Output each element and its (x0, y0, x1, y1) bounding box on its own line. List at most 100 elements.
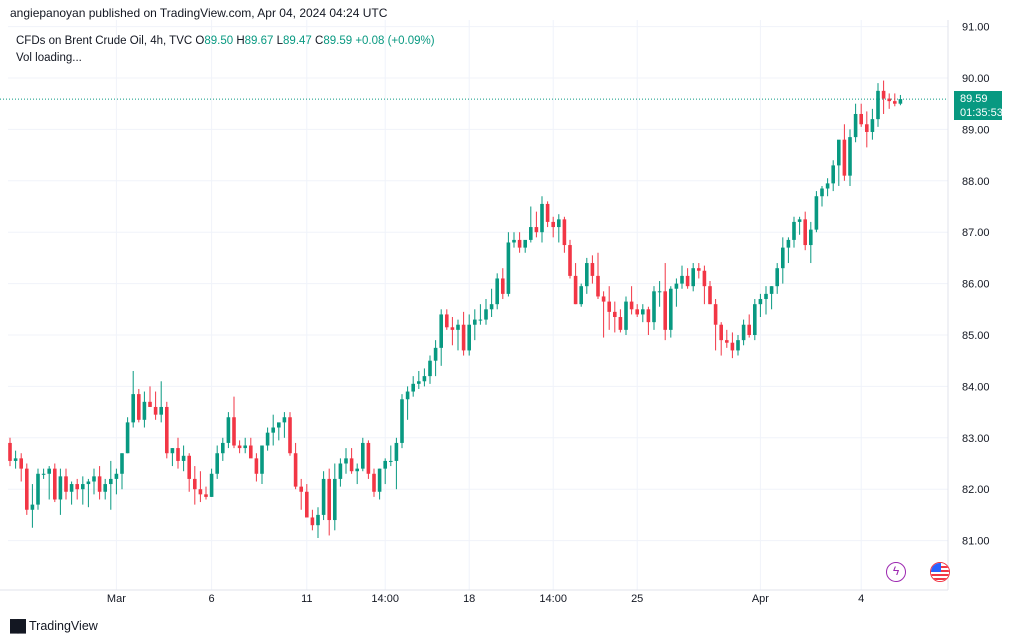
candle-body (618, 317, 623, 330)
candle-body (165, 406, 169, 454)
candle (321, 471, 326, 521)
candle-body (92, 476, 96, 482)
candle (137, 388, 141, 423)
candle (422, 368, 427, 387)
candle (517, 232, 522, 253)
candle-body (445, 314, 449, 328)
candle (685, 268, 690, 289)
candle (792, 216, 796, 248)
candle-body (142, 401, 147, 420)
candle (697, 263, 701, 279)
candle (92, 468, 96, 495)
candle (786, 237, 791, 264)
candle-body (825, 183, 830, 189)
candle (103, 478, 107, 500)
legend: CFDs on Brent Crude Oil, 4h, TVC O89.50 … (16, 33, 435, 67)
candle-body (725, 340, 729, 343)
candle-body (876, 90, 880, 120)
candle-body (338, 463, 343, 479)
candle (181, 445, 186, 472)
candle (338, 458, 343, 487)
candle (629, 286, 634, 315)
candle (445, 309, 449, 330)
candle-body (25, 468, 29, 510)
candle (881, 80, 886, 114)
candle-body (540, 203, 544, 233)
candle-body (635, 309, 639, 315)
candle-body (708, 286, 712, 305)
candle-body (629, 301, 634, 310)
candle-body (736, 340, 740, 351)
candle-body (893, 101, 897, 104)
candle-body (422, 376, 427, 382)
candle (333, 463, 337, 531)
candle (870, 108, 875, 140)
candle-body (36, 473, 40, 505)
footer-brand[interactable]: ██ TradingView (10, 619, 98, 633)
high-label: H (236, 35, 245, 47)
lightning-icon[interactable]: ϟ (886, 562, 906, 582)
candle (355, 463, 359, 485)
candle (506, 232, 511, 297)
candle (562, 216, 567, 253)
candle (405, 386, 410, 420)
candle (81, 476, 85, 505)
candle-body (30, 504, 35, 510)
candle (646, 306, 651, 335)
y-tick-label: 86.00 (962, 279, 990, 291)
candle (310, 509, 315, 531)
candle-body (831, 165, 835, 184)
candle-body (109, 478, 113, 485)
candle-body (730, 342, 735, 351)
candle (36, 468, 40, 510)
candle-body (305, 491, 309, 518)
candle-body (669, 288, 673, 330)
candle (473, 309, 477, 341)
candle (585, 257, 589, 294)
candle-body (19, 458, 23, 469)
y-tick-label: 88.00 (962, 176, 990, 188)
candle-body (137, 394, 141, 420)
candle-body (232, 417, 236, 446)
candle-body (820, 188, 824, 197)
candle-body (282, 417, 287, 423)
candle-body (467, 324, 471, 351)
candle (282, 412, 287, 438)
candle-body (344, 458, 348, 464)
candle (232, 396, 236, 449)
candle-body (685, 275, 690, 287)
candle-body (590, 263, 595, 276)
x-tick-label: 11 (301, 593, 312, 605)
candle (865, 111, 869, 148)
us-flag-icon[interactable] (930, 562, 950, 582)
candle (842, 124, 847, 181)
y-tick-label: 87.00 (962, 227, 990, 239)
candle (30, 484, 35, 528)
candle-body (870, 119, 875, 132)
tradingview-logo-icon: ██ (10, 619, 26, 633)
candle-body (316, 514, 320, 526)
candle-body (75, 484, 79, 490)
time-axis: Mar 6 11 14:00 18 14:00 25 Apr 4 (107, 593, 864, 605)
last-price-tag: 89.59 01:35:53 (954, 91, 1003, 120)
candle (260, 445, 264, 485)
candle-body (389, 460, 393, 462)
candle-body (187, 455, 191, 479)
symbol-title[interactable]: CFDs on Brent Crude Oil, 4h, TVC (16, 35, 193, 47)
candle (394, 437, 399, 490)
candle (741, 319, 746, 346)
candle-body (209, 473, 214, 497)
candle (848, 129, 852, 186)
candle-body (837, 139, 841, 166)
candle (13, 450, 18, 469)
brand-name: TradingView (29, 619, 98, 633)
candle-body (506, 242, 511, 294)
candle (663, 263, 667, 341)
candle (361, 437, 365, 472)
candle-body (433, 347, 438, 361)
candle-body (237, 445, 242, 449)
candle-body (450, 327, 455, 330)
candle-body (489, 304, 494, 310)
candle (366, 440, 371, 479)
